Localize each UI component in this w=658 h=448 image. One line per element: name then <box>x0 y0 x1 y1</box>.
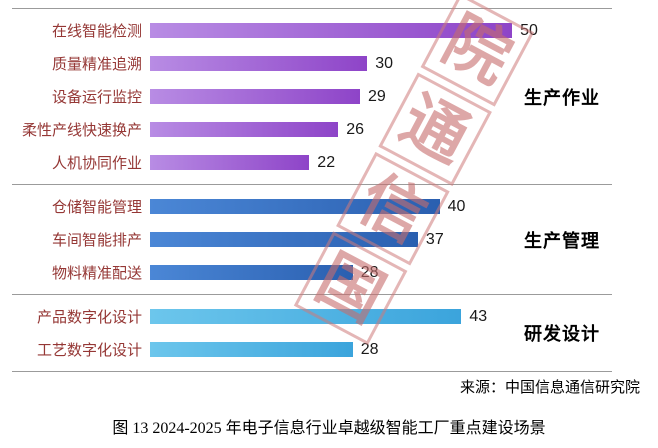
bar <box>150 265 353 280</box>
bar <box>150 199 440 214</box>
bar-track: 22 <box>150 153 570 171</box>
value-label: 37 <box>425 230 444 248</box>
value-label: 26 <box>346 120 365 138</box>
bar-track: 26 <box>150 120 570 138</box>
value-label: 28 <box>360 340 379 358</box>
category-label: 工艺数字化设计 <box>36 342 142 359</box>
category-label: 仓储智能管理 <box>51 199 142 216</box>
value-label: 43 <box>469 307 488 325</box>
source-text: 来源：中国信息通信研究院 <box>459 380 640 396</box>
group-label: 生产作业 <box>524 87 600 108</box>
category-label: 在线智能检测 <box>51 23 142 40</box>
chart-group: 在线智能检测 50 质量精准追溯 30 设备运行监控 29 柔性产线快速换产 26 人机协同作业… <box>12 9 612 185</box>
bar-track: 30 <box>150 54 570 72</box>
category-label: 车间智能排产 <box>51 232 142 249</box>
bar-row: 物料精准配送 28 <box>12 256 612 289</box>
bar <box>150 56 368 71</box>
bar-track: 28 <box>150 340 570 358</box>
bar-row: 设备运行监控 29 <box>12 80 612 113</box>
chart-group: 仓储智能管理 40 车间智能排产 37 物料精准配送 28 生产管理 <box>12 185 612 295</box>
value-label: 30 <box>375 54 394 72</box>
bar-track: 37 <box>150 230 570 248</box>
bar-row: 在线智能检测 50 <box>12 14 612 47</box>
bar <box>150 232 418 247</box>
bar-track: 40 <box>150 197 570 215</box>
category-label: 产品数字化设计 <box>36 309 142 326</box>
figure-caption: 图 13 2024-2025 年电子信息行业卓越级智能工厂重点建设场景 <box>112 420 546 437</box>
bar-row: 产品数字化设计 43 <box>12 300 612 333</box>
value-label: 29 <box>368 87 386 105</box>
category-label: 质量精准追溯 <box>51 56 142 73</box>
bar <box>150 342 353 357</box>
value-label: 40 <box>447 197 466 215</box>
category-label: 设备运行监控 <box>51 89 142 106</box>
bar-row: 质量精准追溯 30 <box>12 47 612 80</box>
bar-row: 仓储智能管理 40 <box>12 190 612 223</box>
value-label: 50 <box>520 21 538 39</box>
group-label: 研发设计 <box>524 324 600 344</box>
bar-row: 车间智能排产 37 <box>12 223 612 256</box>
bar-row: 工艺数字化设计 28 <box>12 333 612 366</box>
chart-group: 产品数字化设计 43 工艺数字化设计 28 研发设计 <box>12 295 612 372</box>
bar-track: 29 <box>150 87 570 105</box>
category-label: 物料精准配送 <box>51 265 142 282</box>
value-label: 22 <box>317 153 336 171</box>
bar <box>150 309 462 324</box>
bar-track: 50 <box>150 21 570 39</box>
bar <box>150 89 360 104</box>
group-label: 生产管理 <box>524 230 600 251</box>
bar-row: 柔性产线快速换产 26 <box>12 113 612 146</box>
category-label: 人机协同作业 <box>51 155 142 172</box>
bar-track: 43 <box>150 307 570 325</box>
bar <box>150 122 339 137</box>
value-label: 28 <box>360 263 379 281</box>
chart: 在线智能检测 50 质量精准追溯 30 设备运行监控 29 柔性产线快速换产 26 人机协同作业… <box>12 8 612 372</box>
bar <box>150 155 310 170</box>
bar-row: 人机协同作业 22 <box>12 146 612 179</box>
bar <box>150 23 513 38</box>
bar-track: 28 <box>150 263 570 281</box>
category-label: 柔性产线快速换产 <box>21 122 142 139</box>
